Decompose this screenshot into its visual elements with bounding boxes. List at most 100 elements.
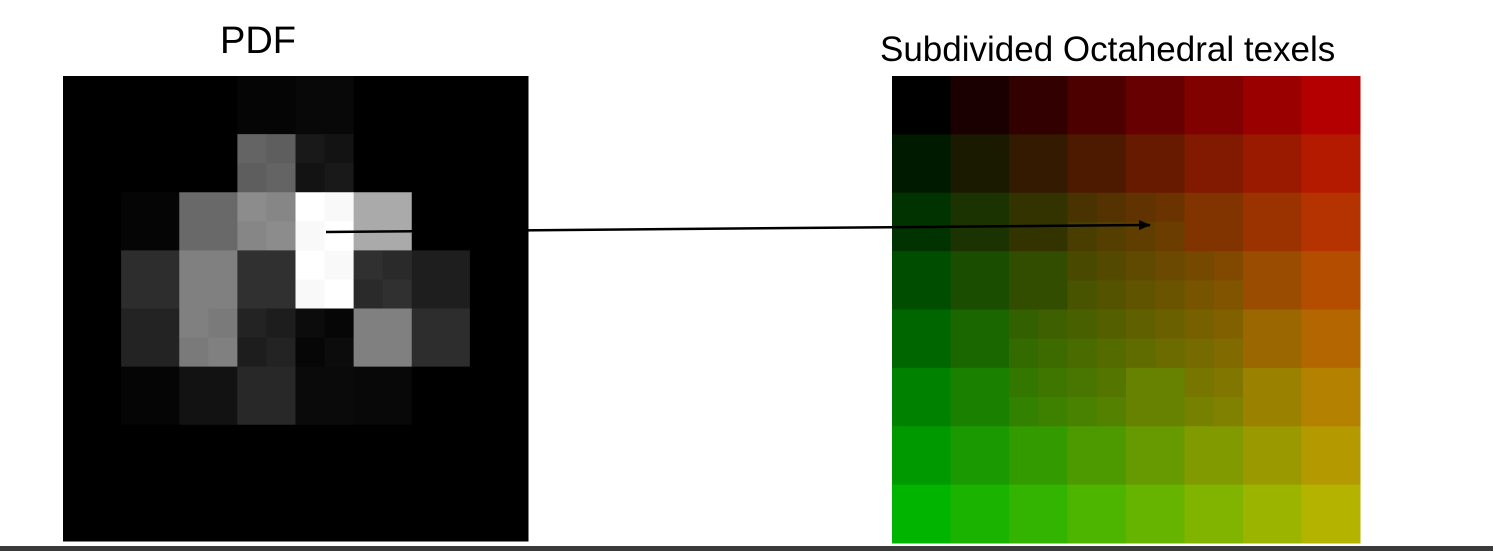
octahedral-texel: [892, 309, 951, 369]
octahedral-subtexel: [1067, 397, 1098, 427]
octahedral-subtexel: [1155, 221, 1185, 252]
pdf-texel: [353, 308, 413, 368]
pdf-subtexel: [295, 221, 326, 251]
pdf-texel: [179, 250, 238, 309]
octahedral-texel: [1126, 76, 1185, 135]
octahedral-texel: [1301, 426, 1361, 486]
pdf-subtexel: [295, 308, 326, 339]
octahedral-texel: [1009, 192, 1068, 252]
octahedral-texel: [1243, 309, 1302, 369]
octahedral-subtexel: [1184, 251, 1215, 281]
pdf-texel: [353, 424, 413, 484]
pdf-texel: [353, 76, 413, 135]
pdf-texel: [63, 192, 122, 251]
octahedral-subtexel: [1096, 280, 1127, 310]
pdf-subtexel: [295, 337, 326, 368]
pdf-subtexel: [266, 134, 296, 164]
octahedral-texel: [950, 484, 1010, 544]
pdf-texel: [121, 308, 180, 368]
octahedral-subtexel: [1184, 397, 1215, 427]
octahedral-texel: [950, 309, 1010, 369]
pdf-texel: [63, 424, 122, 484]
octahedral-subtexel: [1038, 397, 1068, 427]
pdf-subtexel: [295, 163, 326, 193]
pdf-texel: [353, 482, 413, 542]
pdf-grid: [63, 76, 529, 542]
octahedral-texel: [1243, 134, 1302, 194]
mapping-arrow: [325, 220, 1151, 234]
pdf-subtexel: [353, 279, 384, 309]
octahedral-subtexel: [1126, 192, 1156, 223]
pdf-texel: [121, 134, 180, 193]
pdf-subtexel: [237, 163, 267, 193]
octahedral-subtexel: [1213, 367, 1244, 398]
octahedral-texel: [1184, 192, 1244, 252]
octahedral-texel: [1067, 426, 1127, 486]
pdf-subtexel: [266, 308, 296, 339]
octahedral-subtexel: [1009, 309, 1039, 340]
octahedral-texel: [1067, 134, 1127, 194]
octahedral-subtexel: [1213, 309, 1244, 340]
pdf-texel: [179, 366, 238, 426]
pdf-texel: [469, 424, 529, 484]
pdf-texel: [411, 482, 471, 542]
pdf-texel: [295, 482, 355, 542]
pdf-subtexel: [237, 308, 267, 339]
pdf-texel: [63, 134, 122, 193]
pdf-subtexel: [237, 337, 267, 368]
bottom-rule: [0, 546, 1493, 551]
octahedral-texel: [1067, 484, 1127, 544]
pdf-texel: [179, 192, 238, 251]
octahedral-subtexel: [1213, 338, 1244, 369]
pdf-subtexel: [237, 221, 267, 251]
octahedral-texel: [1126, 367, 1185, 427]
octahedral-texel: [1243, 484, 1302, 544]
pdf-texel: [295, 366, 355, 426]
octahedral-subtexel: [1155, 280, 1185, 310]
octahedral-subtexel: [1155, 338, 1185, 369]
pdf-texel: [179, 424, 238, 484]
pdf-texel: [469, 250, 529, 309]
octahedral-texel: [1301, 76, 1361, 135]
pdf-subtexel: [324, 192, 355, 222]
pdf-texel: [121, 366, 180, 426]
octahedral-texel: [1301, 309, 1361, 369]
octahedral-subtexel: [1009, 338, 1039, 369]
octahedral-texel: [1243, 426, 1302, 486]
pdf-subtexel: [295, 192, 326, 222]
pdf-texel: [63, 482, 122, 542]
octahedral-texel: [1009, 484, 1068, 544]
pdf-texel: [353, 134, 413, 193]
pdf-subtexel: [295, 279, 326, 309]
octahedral-texel: [1067, 76, 1127, 135]
octahedral-subtexel: [1067, 309, 1098, 340]
pdf-subtexel: [266, 163, 296, 193]
pdf-texel: [295, 424, 355, 484]
pdf-subtexel: [324, 163, 355, 193]
pdf-subtexel: [324, 308, 355, 339]
pdf-texel: [353, 366, 413, 426]
pdf-subtexel: [295, 250, 326, 280]
pdf-texel: [411, 424, 471, 484]
octahedral-subtexel: [1184, 280, 1215, 310]
octahedral-texel: [1009, 251, 1068, 310]
octahedral-subtexel: [1067, 367, 1098, 398]
pdf-texel: [121, 192, 180, 251]
octahedral-texel: [1126, 134, 1185, 194]
pdf-subtexel: [208, 337, 238, 368]
octahedral-texel: [950, 134, 1010, 194]
octahedral-subtexel: [1067, 280, 1098, 310]
pdf-texel: [179, 482, 238, 542]
octahedral-texel: [1301, 134, 1361, 194]
pdf-texel: [237, 482, 296, 542]
pdf-subtexel: [324, 279, 355, 309]
pdf-texel: [353, 192, 413, 251]
octahedral-texel: [950, 426, 1010, 486]
pdf-texel: [411, 308, 471, 368]
octahedral-texel: [892, 426, 951, 486]
pdf-texel: [411, 192, 471, 251]
octahedral-texel: [1243, 251, 1302, 310]
pdf-texel: [237, 424, 296, 484]
octahedral-subtexel: [1155, 309, 1185, 340]
